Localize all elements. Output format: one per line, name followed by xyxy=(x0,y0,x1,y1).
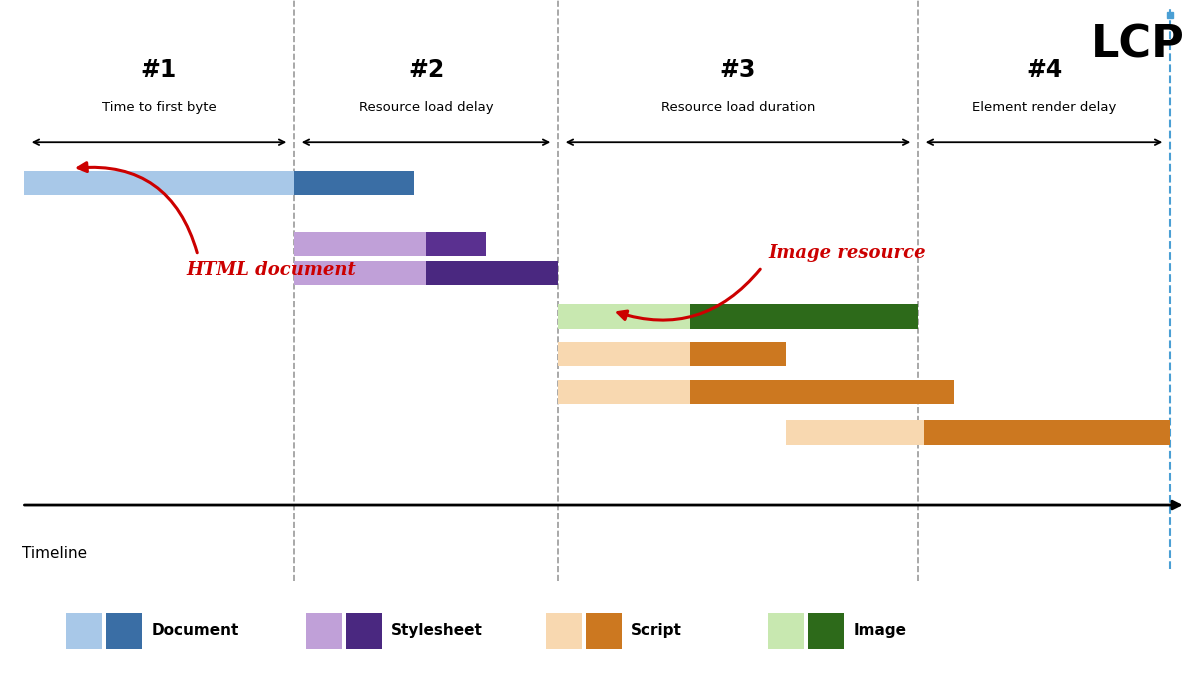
Bar xyxy=(546,613,582,649)
Text: LCP: LCP xyxy=(1091,23,1184,66)
Bar xyxy=(66,613,102,649)
Bar xyxy=(808,613,844,649)
Text: Script: Script xyxy=(631,623,682,638)
Bar xyxy=(346,613,382,649)
Text: #4: #4 xyxy=(1026,57,1062,82)
Text: Document: Document xyxy=(151,623,239,638)
Bar xyxy=(924,421,1170,445)
Text: #2: #2 xyxy=(408,57,444,82)
Bar xyxy=(306,613,342,649)
Bar xyxy=(558,342,690,367)
Bar xyxy=(426,232,486,256)
Bar xyxy=(426,261,558,285)
Bar xyxy=(690,342,786,367)
Bar xyxy=(294,261,426,285)
Bar xyxy=(586,613,622,649)
Text: Timeline: Timeline xyxy=(22,545,86,561)
Bar xyxy=(786,421,924,445)
Text: HTML document: HTML document xyxy=(186,261,356,279)
Bar xyxy=(690,304,918,329)
Text: Stylesheet: Stylesheet xyxy=(391,623,484,638)
Text: Image: Image xyxy=(853,623,906,638)
Text: #3: #3 xyxy=(720,57,756,82)
Bar xyxy=(106,613,142,649)
Text: Resource load duration: Resource load duration xyxy=(661,101,815,114)
Bar xyxy=(768,613,804,649)
Bar xyxy=(558,304,690,329)
Text: Image resource: Image resource xyxy=(768,244,925,261)
Bar xyxy=(690,379,954,404)
Bar xyxy=(558,379,690,404)
Text: Resource load delay: Resource load delay xyxy=(359,101,493,114)
Text: Time to first byte: Time to first byte xyxy=(102,101,216,114)
Bar xyxy=(294,232,426,256)
Text: Element render delay: Element render delay xyxy=(972,101,1116,114)
Bar xyxy=(294,171,414,195)
Text: #1: #1 xyxy=(140,57,178,82)
Bar xyxy=(24,171,294,195)
